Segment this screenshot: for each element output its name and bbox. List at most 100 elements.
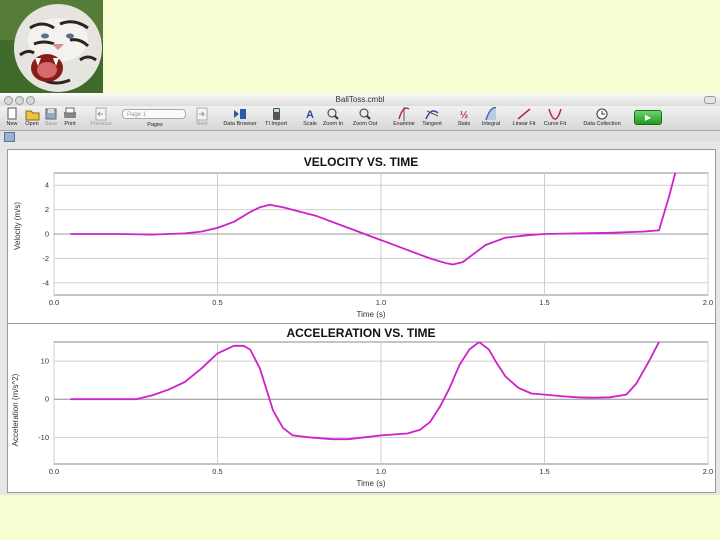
- chart-title: VELOCITY VS. TIME: [304, 155, 418, 169]
- stats-button[interactable]: ½ Stats: [447, 107, 481, 127]
- y-tick-label: 2: [45, 205, 49, 214]
- tiger-photo: [0, 0, 103, 93]
- print-button[interactable]: Print: [53, 107, 87, 127]
- integral-button[interactable]: Integral: [474, 107, 508, 127]
- y-tick-label: 0: [45, 230, 49, 239]
- linear-fit-button[interactable]: Linear Fit: [507, 107, 541, 127]
- minimize-window-button[interactable]: [15, 96, 24, 105]
- zoom-out-icon: [359, 108, 371, 120]
- zoom-window-button[interactable]: [26, 96, 35, 105]
- y-axis-label: Acceleration (m/s^2): [11, 373, 20, 446]
- data-collection-button[interactable]: Data Collection: [580, 107, 624, 127]
- x-tick-label: 0.5: [212, 467, 222, 476]
- folder-open-icon: [25, 110, 40, 121]
- tangent-button[interactable]: Tangent: [415, 107, 449, 127]
- autoscale-label: Scale: [303, 121, 317, 127]
- x-tick-label: 1.0: [376, 467, 386, 476]
- x-tick-label: 0.5: [212, 298, 222, 307]
- plot-area: 0.0 0.5 1.0 1.5 2.0 10 0 -10: [38, 341, 713, 476]
- data-collection-icon: [596, 108, 608, 120]
- page-tab-strip: [0, 131, 720, 142]
- window-title: BallToss.cmbl: [335, 95, 385, 104]
- acceleration-graph-panel: ACCELERATION VS. TIME Time (s) Accelerat…: [7, 323, 716, 493]
- ti-import-label: TI Import: [264, 121, 287, 127]
- x-tick-label: 1.0: [376, 298, 386, 307]
- svg-text:½: ½: [460, 110, 468, 121]
- series-line[interactable]: [70, 173, 677, 266]
- previous-page-icon: [95, 107, 107, 121]
- x-tick-label: 1.5: [539, 467, 549, 476]
- stats-label: Stats: [457, 121, 471, 127]
- save-label: Save: [44, 121, 58, 127]
- toolbar-toggle-button[interactable]: [704, 96, 716, 104]
- data-browser-icon: [234, 109, 246, 119]
- collect-button[interactable]: ▶: [634, 110, 662, 125]
- velocity-graph-panel: VELOCITY VS. TIME Time (s) Velocity (m/s…: [7, 149, 716, 324]
- linear-fit-icon: [517, 108, 531, 120]
- y-axis-label: Velocity (m/s): [13, 202, 22, 250]
- curve-fit-button[interactable]: Curve Fit: [538, 107, 572, 127]
- integral-icon: [485, 107, 497, 121]
- open-button[interactable]: Open: [15, 107, 49, 127]
- open-label: Open: [25, 121, 39, 127]
- zoom-out-label: Zoom Out: [352, 121, 378, 127]
- next-label: Next: [196, 121, 208, 127]
- application-window: BallToss.cmbl New Open Save Print Previo…: [0, 93, 720, 495]
- data-collection-label: Data Collection: [583, 121, 621, 127]
- x-tick-label: 0.0: [49, 467, 59, 476]
- chart-title: ACCELERATION VS. TIME: [286, 326, 435, 340]
- x-tick-label: 2.0: [703, 298, 713, 307]
- y-tick-label: 10: [41, 357, 49, 366]
- linear-fit-label: Linear Fit: [512, 121, 536, 127]
- series-line[interactable]: [70, 342, 660, 441]
- data-browser-label: Data Browser: [223, 121, 257, 127]
- examine-button[interactable]: Examine: [387, 107, 421, 127]
- printer-icon: [64, 107, 76, 118]
- previous-label: Previous: [90, 121, 112, 127]
- next-page-icon: [196, 107, 208, 121]
- close-window-button[interactable]: [4, 96, 13, 105]
- next-button[interactable]: Next: [185, 107, 219, 127]
- ti-import-button[interactable]: TI Import: [259, 107, 293, 127]
- new-label: New: [6, 121, 18, 127]
- page-select[interactable]: Page 1: [122, 109, 186, 119]
- autoscale-button[interactable]: A Scale: [293, 107, 327, 127]
- examine-icon: [398, 107, 410, 121]
- examine-label: Examine: [393, 121, 415, 127]
- acceleration-graph[interactable]: ACCELERATION VS. TIME Time (s) Accelerat…: [8, 324, 715, 492]
- tangent-icon: [425, 110, 439, 120]
- x-tick-label: 1.5: [539, 298, 549, 307]
- toolbar: New Open Save Print Previous Page 1 Page…: [0, 106, 720, 131]
- page-thumbnail-icon[interactable]: [4, 132, 15, 142]
- zoom-out-button[interactable]: Zoom Out: [348, 107, 382, 127]
- print-label: Print: [64, 121, 76, 127]
- autoscale-icon: A: [306, 109, 314, 121]
- y-tick-label: -2: [42, 254, 49, 263]
- plot-area: 0.0 0.5 1.0 1.5 2.0 4 2 0 -2 -4: [42, 172, 713, 307]
- y-tick-label: 4: [45, 181, 49, 190]
- x-tick-label: 2.0: [703, 467, 713, 476]
- save-button[interactable]: Save: [34, 107, 68, 127]
- curve-fit-icon: [548, 108, 562, 120]
- x-tick-label: 0.0: [49, 298, 59, 307]
- y-tick-label: -4: [42, 278, 49, 287]
- integral-label: Integral: [481, 121, 501, 127]
- zoom-in-button[interactable]: Zoom In: [316, 107, 350, 127]
- data-browser-button[interactable]: Data Browser: [223, 107, 257, 127]
- title-bar: BallToss.cmbl: [0, 93, 720, 107]
- stats-icon: ½: [460, 110, 468, 121]
- velocity-graph[interactable]: VELOCITY VS. TIME Time (s) Velocity (m/s…: [8, 150, 715, 323]
- zoom-in-label: Zoom In: [322, 121, 344, 127]
- zoom-in-icon: [327, 108, 339, 120]
- y-tick-label: -10: [38, 433, 49, 442]
- pages-label: Pages: [147, 122, 163, 128]
- y-tick-label: 0: [45, 395, 49, 404]
- new-button[interactable]: New: [0, 107, 29, 127]
- curve-fit-label: Curve Fit: [543, 121, 567, 127]
- x-axis-label: Time (s): [356, 310, 385, 319]
- previous-button[interactable]: Previous: [84, 107, 118, 127]
- svg-text:A: A: [306, 109, 314, 121]
- save-disk-icon: [45, 108, 57, 120]
- calculator-import-icon: [273, 108, 280, 120]
- tangent-label: Tangent: [422, 121, 442, 127]
